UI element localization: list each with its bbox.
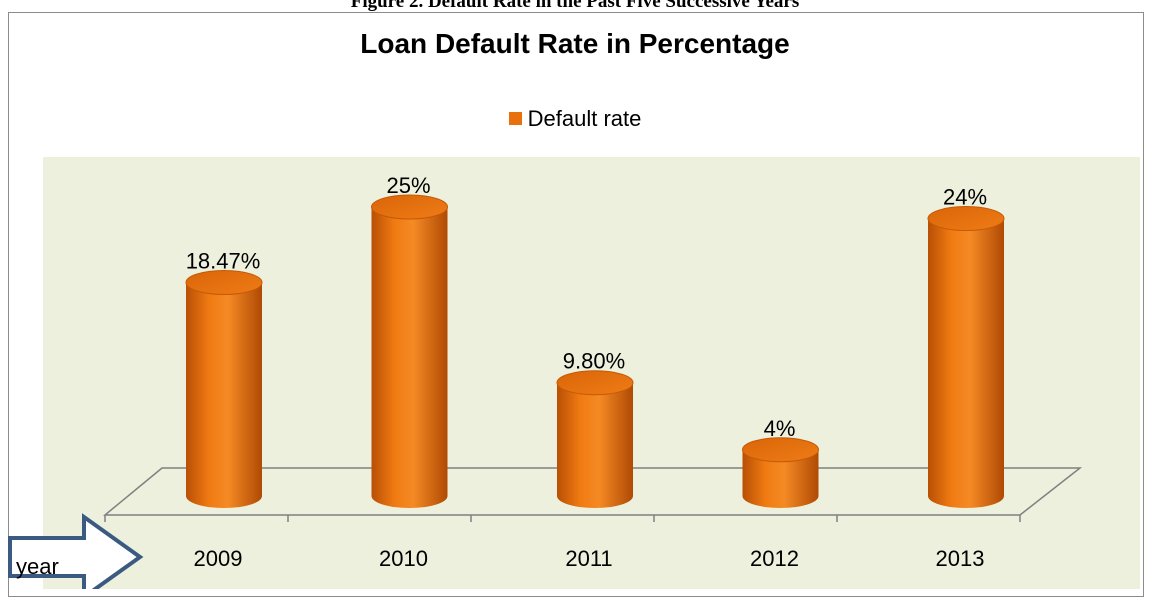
- bar-body: [557, 382, 633, 508]
- figure-caption: Figure 2. Default Rate in the Past Five …: [350, 0, 800, 12]
- data-labels: 18.47% 25% 9.80% 4% 24%: [186, 173, 987, 441]
- bar-2010: [371, 194, 448, 509]
- bar-2009: [185, 269, 263, 508]
- legend-label: Default rate: [527, 106, 642, 131]
- legend: Default rate: [0, 106, 1150, 132]
- x-tick-label: 2009: [194, 546, 243, 571]
- arrow-label: year: [16, 554, 59, 579]
- bar-2013: [927, 206, 1005, 508]
- bar-body: [186, 282, 262, 508]
- data-label: 9.80%: [563, 349, 625, 374]
- x-tick-labels: 2009 2010 2011 2012 2013: [194, 546, 985, 571]
- bar-top: [371, 194, 448, 220]
- chart-title: Loan Default Rate in Percentage: [360, 28, 790, 59]
- arrow-icon: [8, 513, 144, 589]
- bar-top: [556, 370, 634, 396]
- x-tick-label: 2012: [750, 546, 799, 571]
- bar-2011: [556, 370, 634, 508]
- bar-2012: [742, 437, 819, 509]
- bars: [185, 194, 1005, 509]
- bar-body: [371, 207, 448, 509]
- data-label: 4%: [764, 416, 796, 441]
- bar-top: [185, 269, 263, 295]
- bar-body: [742, 449, 819, 509]
- x-tick-label: 2013: [936, 546, 985, 571]
- legend-swatch: [508, 112, 522, 125]
- x-tick-label: 2011: [565, 546, 612, 571]
- data-label: 25%: [386, 173, 430, 198]
- data-label: 24%: [943, 185, 987, 210]
- bar-body: [928, 218, 1004, 508]
- year-arrow: year: [8, 513, 144, 589]
- data-label: 18.47%: [186, 248, 261, 273]
- x-tick-label: 2010: [379, 546, 428, 571]
- bar-top: [927, 206, 1005, 232]
- bar-top: [742, 437, 819, 463]
